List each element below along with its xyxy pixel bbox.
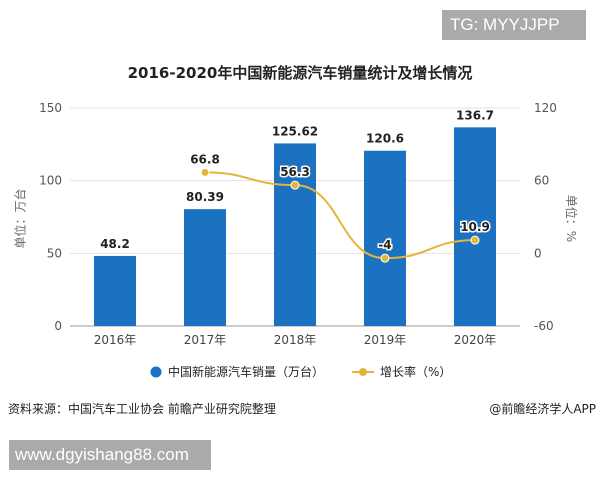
bar [454,127,496,326]
y2-tick-label: 0 [534,246,542,260]
url-watermark: www.dgyishang88.com [9,440,211,470]
chart-title: 2016-2020年中国新能源汽车销量统计及增长情况 [127,64,473,82]
credit: @前瞻经济学人APP [489,402,596,416]
y-tick-label: 0 [54,319,62,333]
legend-line-marker [352,367,374,376]
bar [184,209,226,326]
y2-tick-label: 120 [534,101,557,115]
y2-tick-label: -60 [534,319,554,333]
growth-point [470,235,480,245]
watermark-tag: TG: MYYJJPP [442,10,586,40]
y-tick-label: 50 [47,246,62,260]
bar-data-label: 120.6 [366,132,404,146]
legend-bar: 中国新能源汽车销量（万台） [150,363,324,380]
growth-data-label: -4 [378,238,391,252]
growth-line [204,171,476,260]
bar-data-label: 80.39 [186,190,224,204]
growth-data-label: 66.8 [190,152,220,166]
legend-line: 增长率（%） [352,363,451,380]
x-tick-label: 2018年 [274,333,317,347]
y-tick-label: 100 [39,174,62,188]
bar-data-label: 125.62 [272,124,318,138]
growth-point [290,180,300,190]
bar [274,143,316,326]
x-tick-label: 2020年 [454,333,497,347]
bar [94,255,136,326]
x-tick-label: 2019年 [364,333,407,347]
growth-data-label: 56.3 [280,165,310,179]
x-tick-label: 2017年 [184,333,227,347]
growth-point [380,253,390,263]
y2-tick-label: 60 [534,174,549,188]
bar-data-label: 48.2 [100,237,130,251]
bar-data-label: 136.7 [456,108,494,122]
growth-point [200,167,210,177]
x-tick-label: 2016年 [94,333,137,347]
legend-bar-label: 中国新能源汽车销量（万台） [168,365,325,379]
legend-line-label: 增长率（%） [380,365,452,379]
y-tick-label: 150 [39,101,62,115]
source-note: 资料来源：中国汽车工业协会 前瞻产业研究院整理 [8,402,276,416]
legend-bar-marker [150,366,162,377]
growth-data-label: 10.9 [460,220,490,234]
bar [364,150,406,326]
